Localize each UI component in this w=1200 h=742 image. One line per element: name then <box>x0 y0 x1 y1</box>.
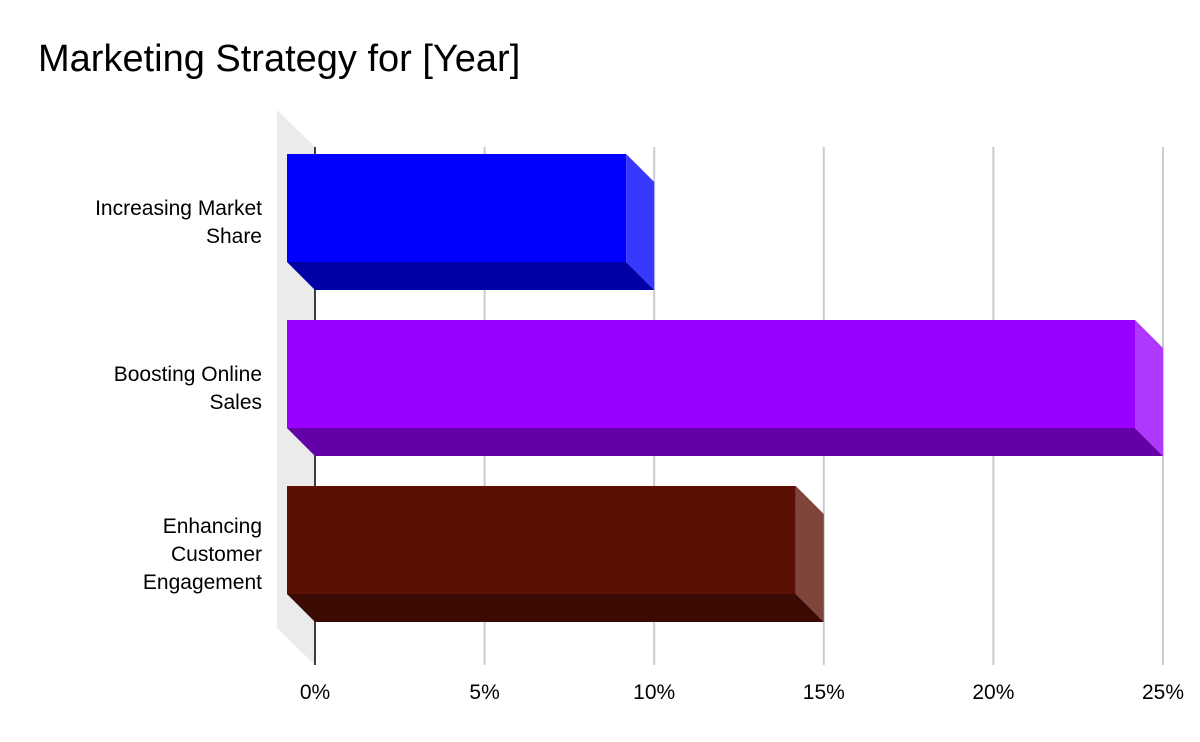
bar <box>287 486 824 622</box>
x-tick-label: 20% <box>972 681 1014 704</box>
bar-side-face <box>626 154 655 290</box>
bar-front-face <box>287 154 627 262</box>
x-tick-label: 15% <box>803 681 845 704</box>
bar <box>287 320 1163 456</box>
x-tick-label: 25% <box>1142 681 1184 704</box>
x-tick-label: 10% <box>633 681 675 704</box>
category-label: Increasing Market Share <box>95 197 262 248</box>
bar-side-face <box>795 486 824 622</box>
bar <box>287 154 655 290</box>
bar-bottom-face <box>287 262 655 290</box>
x-tick-label: 0% <box>300 681 330 704</box>
category-label: Boosting Online Sales <box>114 363 262 414</box>
x-tick-labels: 0% 5% 10% 15% 20% 25% <box>300 681 1184 704</box>
bar-front-face <box>287 486 796 594</box>
bar-bottom-face <box>287 594 824 622</box>
category-label: Enhancing Customer Engagement <box>143 515 262 594</box>
chart-title: Marketing Strategy for [Year] <box>38 38 521 80</box>
bars <box>287 154 1163 622</box>
category-labels: Increasing Market Share Boosting Online Sal… <box>95 197 262 594</box>
x-tick-label: 5% <box>469 681 499 704</box>
bar-bottom-face <box>287 428 1163 456</box>
bar-front-face <box>287 320 1135 428</box>
bar-side-face <box>1135 320 1163 456</box>
